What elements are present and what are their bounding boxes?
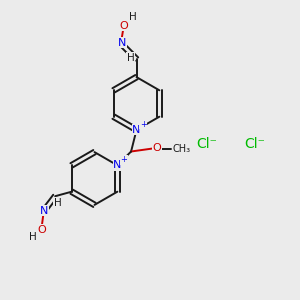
Text: CH₃: CH₃ [173, 143, 191, 154]
Text: H: H [54, 198, 61, 208]
Text: Cl⁻: Cl⁻ [244, 137, 266, 151]
Text: H: H [127, 52, 134, 63]
Text: N: N [132, 125, 141, 135]
Text: H: H [29, 232, 37, 242]
Text: N: N [113, 160, 122, 170]
Text: O: O [119, 20, 128, 31]
Text: H: H [129, 12, 137, 22]
Text: N: N [40, 206, 49, 216]
Text: Cl⁻: Cl⁻ [196, 137, 218, 151]
Text: O: O [153, 143, 162, 153]
Text: +: + [121, 155, 128, 164]
Text: O: O [37, 225, 46, 235]
Text: +: + [140, 120, 146, 129]
Text: N: N [118, 38, 127, 48]
